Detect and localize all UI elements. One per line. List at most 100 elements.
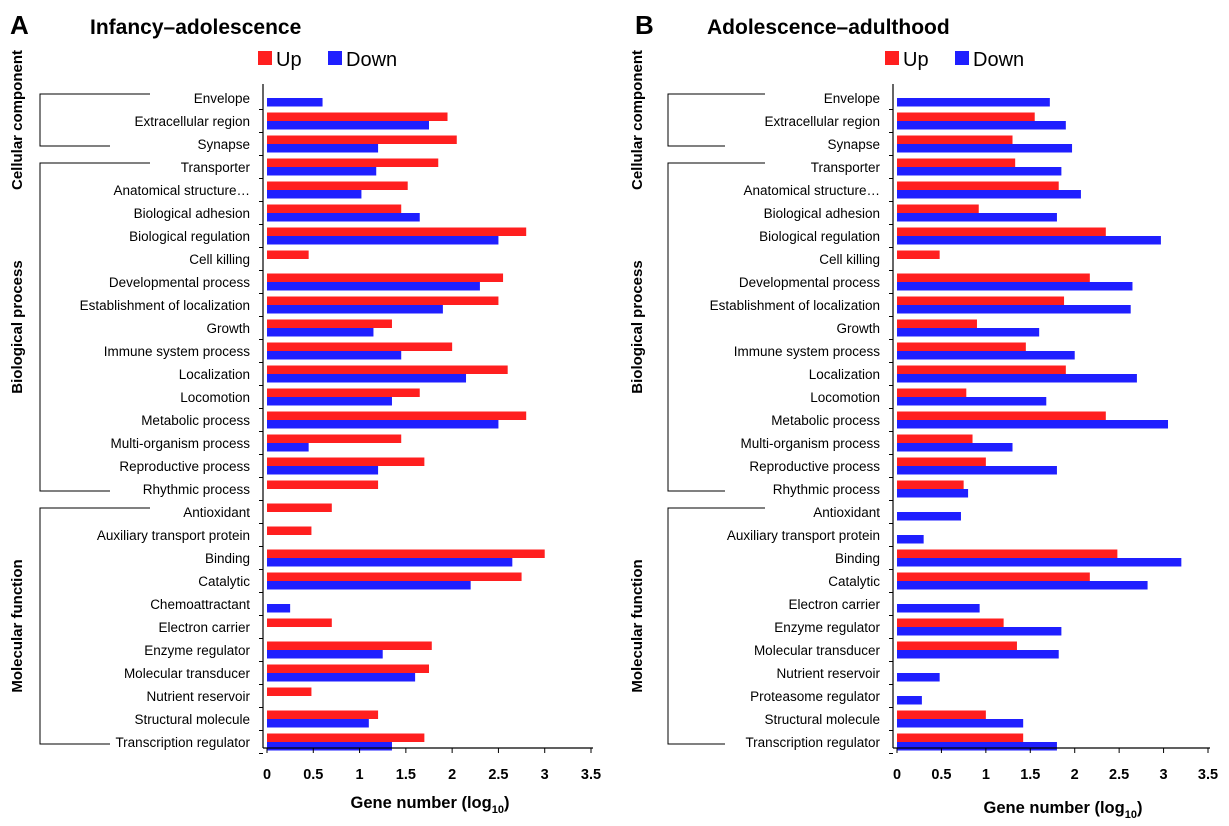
- panel-b-legend-swatch-down: [955, 51, 969, 65]
- panel-a-category-label: Electron carrier: [158, 620, 250, 635]
- panel-b-category-label: Structural molecule: [764, 712, 880, 727]
- panel-a-bar-down: [267, 98, 323, 107]
- panel-a-category-label: Enzyme regulator: [144, 643, 250, 658]
- panel-a-category-label: Antioxidant: [183, 505, 250, 520]
- panel-a-bar-up: [267, 480, 379, 489]
- panel-a-category-label: Metabolic process: [141, 413, 250, 428]
- panel-a-bar-up: [267, 434, 402, 443]
- panel-a-x-axis-title: Gene number (log10): [351, 794, 510, 816]
- panel-b-bar-down: [897, 420, 1169, 429]
- panel-b-legend-label-up: Up: [903, 49, 929, 71]
- panel-b-bar-up: [897, 342, 1026, 351]
- panel-b-category-label: Transporter: [811, 160, 881, 175]
- panel-a-bar-up: [267, 549, 545, 558]
- panel-b-bar-up: [897, 227, 1106, 236]
- panel-b-x-tick-label: 0.5: [931, 767, 951, 783]
- panel-a-bar-down: [267, 121, 429, 130]
- panel-b-bar-up: [897, 710, 986, 719]
- panel-b-bar-down: [897, 650, 1059, 659]
- panel-b-bar-up: [897, 250, 940, 259]
- panel-a-bar-down: [267, 282, 480, 291]
- panel-b-bar-down: [897, 167, 1062, 176]
- panel-b-group-biological-process-label: Biological process: [629, 260, 646, 393]
- panel-b-bar-down: [897, 489, 969, 498]
- panel-a-group-biological-process-bracket: [39, 162, 150, 492]
- panel-a-category-label: Cell killing: [189, 252, 250, 267]
- panel-b-category-label: Biological regulation: [759, 229, 880, 244]
- panel-b-category-label: Binding: [835, 551, 880, 566]
- panel-b-bar-up: [897, 204, 979, 213]
- panel-b-bar-down: [897, 443, 1013, 452]
- panel-a-bar-down: [267, 167, 377, 176]
- panel-b-bar-down: [897, 512, 961, 521]
- panel-b-bar-down: [897, 604, 980, 613]
- panel-b-bar-down: [897, 98, 1050, 107]
- panel-a-bar-up: [267, 618, 332, 627]
- panel-b-bar-down: [897, 328, 1040, 337]
- panel-b-bar-down: [897, 581, 1148, 590]
- panel-a-category-label: Transporter: [181, 160, 251, 175]
- panel-b-legend-label-down: Down: [973, 49, 1024, 71]
- panel-b-category-label: Envelope: [824, 91, 880, 106]
- panel-b-bar-down: [897, 213, 1057, 222]
- panel-a-bar-down: [267, 236, 499, 245]
- panel-a-bar-up: [267, 342, 453, 351]
- panel-b-category-label: Developmental process: [739, 275, 880, 290]
- panel-b-bar-up: [897, 158, 1016, 167]
- panel-b-group-cellular-component-label: Cellular component: [629, 50, 646, 190]
- panel-a-title: Infancy–adolescence: [90, 16, 301, 39]
- panel-b-bar-up: [897, 434, 973, 443]
- panel-b-category-label: Antioxidant: [813, 505, 880, 520]
- panel-b-bar-up: [897, 641, 1017, 650]
- panel-b-bar-down: [897, 696, 922, 705]
- panel-a-legend-swatch-up: [258, 51, 272, 65]
- panel-a-category-label: Envelope: [194, 91, 250, 106]
- panel-a-x-tick-label: 0: [263, 767, 271, 783]
- panel-a-bar-up: [267, 572, 522, 581]
- panel-a-bar-up: [267, 135, 457, 144]
- panel-a-bar-up: [267, 204, 402, 213]
- panel-a-bar-down: [267, 374, 467, 383]
- panel-a-bar-up: [267, 158, 439, 167]
- panel-b-category-label: Biological adhesion: [764, 206, 880, 221]
- panel-b-bar-down: [897, 627, 1062, 636]
- panel-b-category-label: Synapse: [827, 137, 880, 152]
- panel-a-category-label: Transcription regulator: [115, 735, 250, 750]
- panel-a-bar-up: [267, 112, 448, 121]
- panel-a-bar-down: [267, 420, 499, 429]
- panel-b-group-molecular-function-bracket: [667, 507, 765, 745]
- panel-a-category-label: Anatomical structure…: [113, 183, 250, 198]
- panel-a-category-label: Synapse: [197, 137, 250, 152]
- panel-a-category-label: Nutrient reservoir: [146, 689, 250, 704]
- panel-a-letter: A: [10, 10, 29, 40]
- panel-b-category-label: Transcription regulator: [745, 735, 880, 750]
- panel-b-bar-down: [897, 236, 1161, 245]
- panel-b-category-label: Establishment of localization: [710, 298, 880, 313]
- panel-a-bar-down: [267, 650, 383, 659]
- panel-a-x-tick-label: 3.5: [581, 767, 601, 783]
- panel-b-x-tick-label: 2.5: [1109, 767, 1129, 783]
- panel-a-bar-up: [267, 503, 332, 512]
- panel-a-x-tick-label: 2.5: [488, 767, 508, 783]
- panel-a-group-molecular-function-bracket: [39, 507, 150, 745]
- panel-a-category-label: Extracellular region: [134, 114, 250, 129]
- panel-b-bar-up: [897, 411, 1106, 420]
- panel-a-bar-down: [267, 719, 369, 728]
- panel-a-category-label: Multi-organism process: [110, 436, 250, 451]
- panel-b-category-label: Catalytic: [828, 574, 880, 589]
- panel-b-x-tick-label: 2: [1071, 767, 1079, 783]
- panel-b-category-label: Electron carrier: [788, 597, 880, 612]
- panel-a-bar-up: [267, 687, 312, 696]
- panel-a-x-tick-label: 3: [541, 767, 549, 783]
- panel-a-bar-down: [267, 213, 420, 222]
- panel-b-bar-up: [897, 365, 1066, 374]
- panel-a-bar-down: [267, 581, 471, 590]
- panel-a-bar-down: [267, 558, 513, 567]
- panel-b-bar-up: [897, 135, 1013, 144]
- panel-b-bar-up: [897, 296, 1065, 305]
- panel-b-bar-down: [897, 305, 1131, 314]
- panel-b-bar-down: [897, 351, 1075, 360]
- panel-b-category-label: Immune system process: [734, 344, 881, 359]
- panel-b-x-tick-label: 1: [982, 767, 990, 783]
